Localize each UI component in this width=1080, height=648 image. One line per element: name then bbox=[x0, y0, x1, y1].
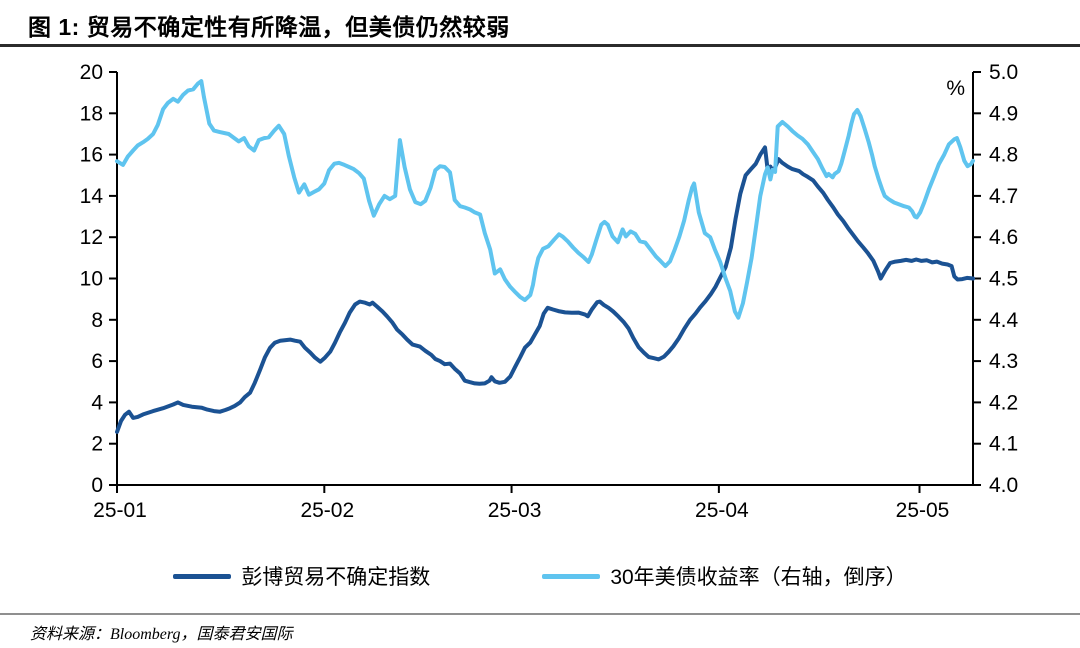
chart-title: 图 1: 贸易不确定性有所降温，但美债仍然较弱 bbox=[28, 14, 510, 40]
y-right-tick-label: 4.6 bbox=[989, 226, 1018, 249]
y-right-tick-label: 4.7 bbox=[989, 185, 1018, 208]
x-tick-label: 25-05 bbox=[896, 499, 950, 522]
y-right-tick-label: 4.9 bbox=[989, 102, 1018, 125]
y-right-tick-label: 4.1 bbox=[989, 433, 1018, 456]
chart-legend: 彭博贸易不确定指数 30年美债收益率（右轴，倒序） bbox=[0, 561, 1080, 591]
y-right-tick-label: 4.8 bbox=[989, 144, 1018, 167]
title-divider bbox=[0, 44, 1080, 47]
y-right-tick-label: 4.0 bbox=[989, 474, 1018, 497]
ust30y-yield-line-swatch bbox=[542, 573, 601, 579]
y-right-tick-label: 4.2 bbox=[989, 391, 1018, 414]
x-tick-label: 25-02 bbox=[300, 499, 354, 522]
y-right-tick-label: 4.5 bbox=[989, 268, 1018, 291]
y-left-tick-label: 18 bbox=[80, 102, 103, 125]
y-left-tick-label: 14 bbox=[80, 185, 104, 208]
y-left-tick-label: 4 bbox=[91, 391, 103, 414]
legend-label-trade-uncertainty: 彭博贸易不确定指数 bbox=[241, 566, 431, 589]
y-right-tick-label: 5.0 bbox=[989, 61, 1018, 84]
legend-label-ust30y-yield: 30年美债收益率（右轴，倒序） bbox=[610, 566, 907, 589]
y-left-tick-label: 0 bbox=[91, 474, 103, 497]
x-tick-label: 25-04 bbox=[695, 499, 749, 522]
y-left-tick-label: 6 bbox=[91, 350, 103, 373]
y-left-tick-label: 10 bbox=[80, 268, 103, 291]
y-right-unit-label: % bbox=[946, 77, 965, 100]
trade-uncertainty-line-swatch bbox=[173, 573, 232, 579]
y-left-tick-label: 20 bbox=[80, 61, 103, 84]
y-left-tick-label: 16 bbox=[80, 144, 103, 167]
source-note: 资料来源：Bloomberg，国泰君安国际 bbox=[30, 626, 293, 643]
ust30y-yield-line bbox=[115, 79, 975, 320]
legend-item-ust30y-yield: 30年美债收益率（右轴，倒序） bbox=[542, 561, 907, 591]
trade-uncertainty-line bbox=[115, 145, 975, 434]
y-right-tick-label: 4.4 bbox=[989, 309, 1019, 332]
x-tick-label: 25-01 bbox=[93, 499, 147, 522]
y-left-tick-label: 2 bbox=[91, 433, 103, 456]
y-right-tick-label: 4.3 bbox=[989, 350, 1018, 373]
y-left-tick-label: 12 bbox=[80, 226, 103, 249]
x-tick-label: 25-03 bbox=[488, 499, 542, 522]
legend-item-trade-uncertainty: 彭博贸易不确定指数 bbox=[173, 561, 430, 591]
y-left-tick-label: 8 bbox=[91, 309, 103, 332]
footer-divider bbox=[0, 613, 1080, 615]
